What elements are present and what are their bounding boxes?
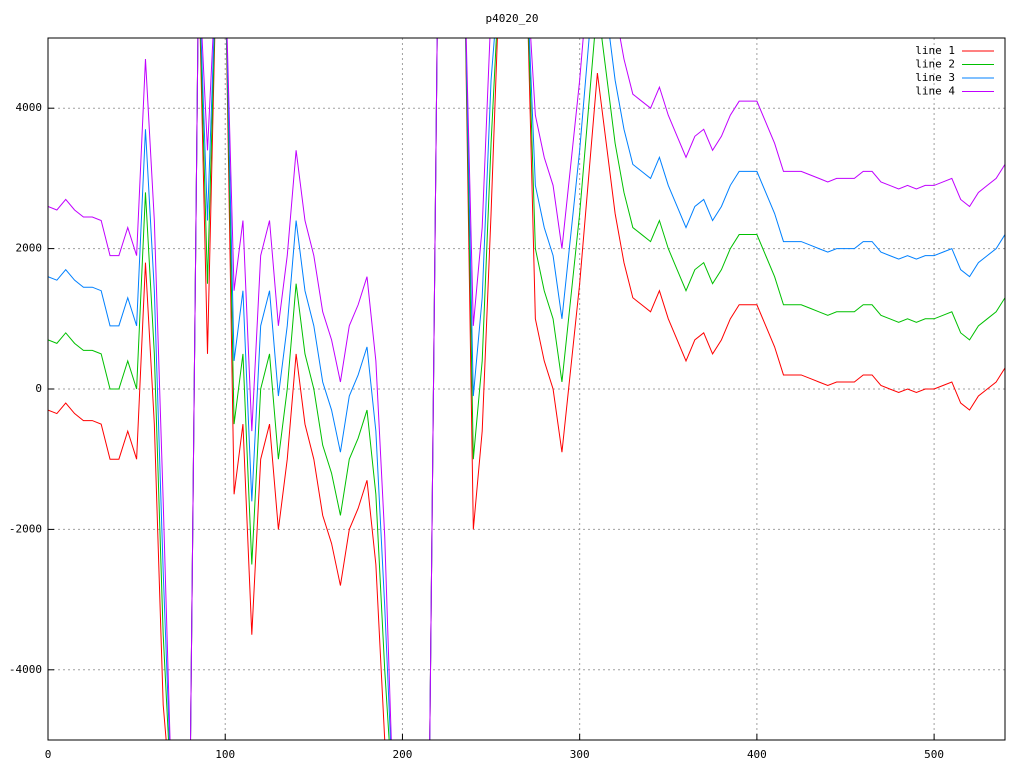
legend-label: line 2 [915, 58, 955, 71]
x-tick-label: 500 [924, 748, 944, 761]
chart-title: p4020_20 [486, 12, 539, 25]
series-line [48, 38, 1005, 740]
x-tick-label: 200 [393, 748, 413, 761]
y-tick-label: 4000 [16, 101, 43, 114]
x-tick-label: 0 [45, 748, 52, 761]
y-tick-label: 0 [35, 382, 42, 395]
legend-label: line 1 [915, 44, 955, 57]
y-tick-label: 2000 [16, 242, 43, 255]
x-tick-label: 400 [747, 748, 767, 761]
axis-labels: -4000 -2000 0 2000 4000 0 100 200 300 400 500 [9, 101, 944, 761]
legend-label: line 4 [915, 85, 955, 98]
x-tick-label: 300 [570, 748, 590, 761]
x-tick-label: 100 [215, 748, 235, 761]
y-tick-label: -4000 [9, 663, 42, 676]
y-tick-label: -2000 [9, 522, 42, 535]
series-line [48, 38, 1005, 740]
series-line [48, 38, 1005, 740]
series-line [48, 38, 1005, 740]
plot-border [47, 37, 1006, 741]
plot-area [48, 38, 1005, 740]
legend-label: line 3 [915, 71, 955, 84]
